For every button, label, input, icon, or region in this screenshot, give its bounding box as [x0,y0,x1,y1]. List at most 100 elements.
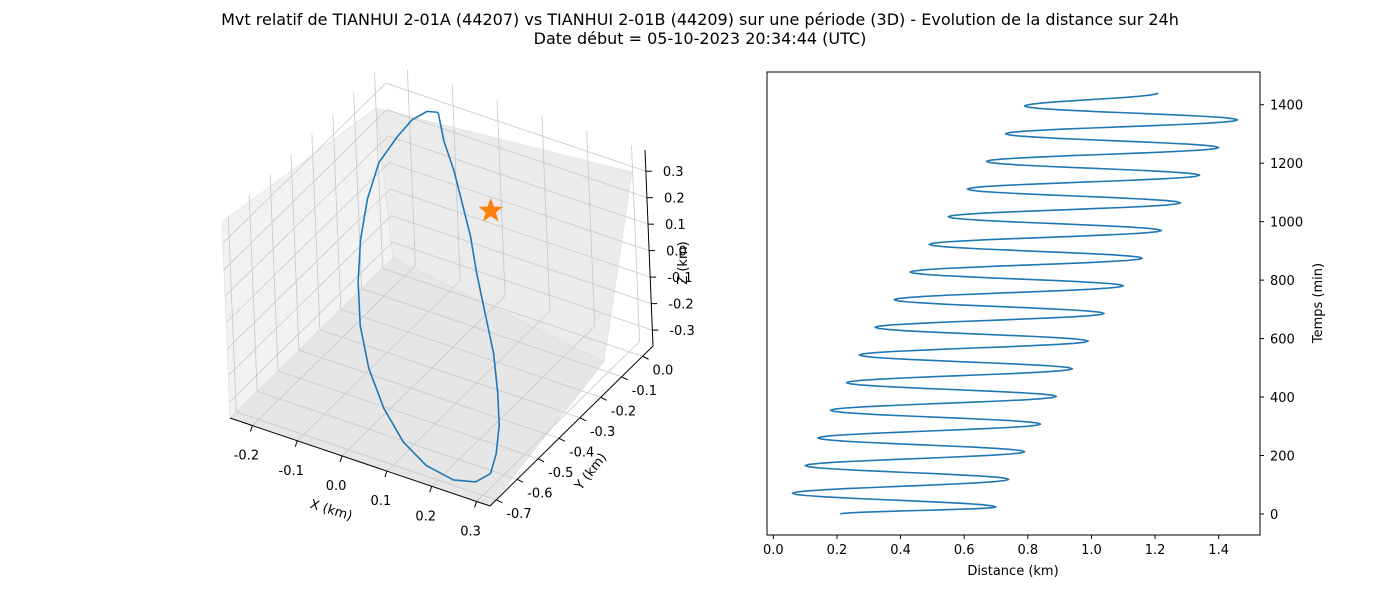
grid-line-y-wall [290,154,300,351]
grid-line-z-back [390,188,651,278]
plot-2d-frame [766,71,1261,536]
x-tick-label-3d: 0.3 [460,524,481,539]
y-tick-3d [516,478,524,483]
chart-subtitle: Date début = 05-10-2023 20:34:44 (UTC) [534,29,867,48]
x-tick-label: 0.6 [954,543,975,558]
grid-line-y-wall [311,133,321,330]
x-axis-label: Distance (km) [967,564,1058,579]
x-tick-3d [339,455,343,463]
grid-line-z-back [391,215,652,305]
x-tick-3d [294,440,298,447]
x-tick-label-3d: 0.2 [415,509,436,524]
y-tick-label: 400 [1270,391,1295,406]
z-tick-label-3d: 0.0 [666,245,687,260]
x-tick-label: 0.4 [890,543,911,558]
x-axis-line-3d [229,417,491,507]
grid-line-y-wall [248,195,258,392]
x-tick-label-3d: -0.2 [234,449,259,464]
grid-line-y-floor [319,329,580,419]
x-tick-label: 1.4 [1208,543,1229,558]
z-tick-label-3d: -0.3 [669,324,694,339]
x-tick-label: 0.8 [1017,543,1038,558]
y-tick-label-3d: -0.6 [527,486,552,501]
grid-line-x-wall [586,130,596,327]
grid-line-y-wall [374,72,383,269]
x-tick-label-3d: 0.0 [326,479,347,494]
grid-line-y-wall [332,113,342,310]
y-tick-label-3d: -0.4 [569,445,594,460]
z-tick-label-3d: -0.2 [668,298,693,313]
plot-2d: 0.0 0.2 0.4 0.6 0.8 1.0 1.2 1.4 0 200 400 600 800 100… [763,71,1326,579]
y-tick-label-3d: -0.1 [632,384,657,399]
distance-line [791,92,1239,515]
x-tick-label-3d: 0.1 [371,494,392,509]
x-axis-label-3d: X (km) [308,497,354,524]
ticks-2d: 0.0 0.2 0.4 0.6 0.8 1.0 1.2 1.4 0 200 400 600 800 100… [763,99,1303,558]
grid-line-y-floor [361,288,622,378]
grid-line-z-left [223,109,388,270]
trajectory-line [357,110,501,483]
y-axis-label: Temps (min) [1311,263,1326,344]
plot-3d: -0.2 -0.1 0.0 0.1 0.2 0.3 -0.7 -0.6 -0.5 -0.4 -0.3… [221,69,695,539]
grid-line-z-left [229,241,393,403]
z-tick-label-3d: 0.2 [664,192,685,207]
grid-line-x-wall [541,115,551,312]
y-tick-3d [621,376,628,381]
grid-3d [222,69,653,502]
y-tick-3d [579,417,587,422]
y-tick-label: 600 [1270,333,1295,348]
y-tick-label-3d: -0.5 [548,466,573,481]
y-tick-label-3d: -0.2 [611,404,636,419]
x-tick-3d [474,501,478,508]
grid-line-z-left [225,162,390,323]
x-tick-label: 0.2 [827,543,848,558]
y-tick-label: 200 [1270,449,1295,464]
z-tick-label-3d: 0.3 [663,165,684,180]
y-tick-3d [642,355,649,360]
grid-line-z-back [388,162,650,252]
y-tick-label: 1200 [1270,157,1303,172]
grid-line-z-left [226,188,391,350]
x-tick-label: 1.2 [1145,543,1166,558]
grid-line-x-wall [496,99,506,296]
grid-line-y-floor [257,390,518,480]
grid-line-z-back [392,241,653,331]
chart-title: Mvt relatif de TIANHUI 2-01A (44207) vs … [221,10,1179,29]
grid-line-y-floor [277,370,539,460]
y-tick-3d [537,458,545,463]
x-tick-3d [429,486,433,493]
grid-line-y-floor [236,411,497,501]
z-axis-line-3d [644,149,654,347]
x-tick-label: 1.0 [1081,543,1102,558]
grid-line-z-back [385,82,646,172]
z-axis-label-3d: Z (km) [676,241,691,284]
star-marker-icon [478,197,504,222]
y-tick-label: 0 [1270,508,1278,523]
z-tick-label-3d: -0.1 [667,271,692,286]
grid-line-z-back [386,109,648,199]
x-tick-3d [249,425,253,432]
grid-line-y-floor [340,308,601,398]
ticks-3d: -0.2 -0.1 0.0 0.1 0.2 0.3 -0.7 -0.6 -0.5 -0.4 -0.3… [234,165,695,539]
grid-line-y-wall [227,215,237,412]
y-tick-label-3d: 0.0 [653,363,674,378]
grid-line-y-floor [298,349,560,439]
grid-line-x-wall [407,69,416,266]
x-tick-3d [384,470,388,478]
y-tick-3d [600,396,607,401]
grid-line-z-left [222,82,387,244]
z-tick-label-3d: 0.1 [665,218,686,233]
grid-line-z-left [227,215,392,376]
grid-line-z-back [387,135,649,225]
y-tick-label: 1000 [1270,216,1303,231]
y-tick-3d [558,437,566,442]
grid-line-x-wall [631,145,640,342]
y-tick-3d [496,499,503,504]
grid-line-y-floor [382,267,643,357]
y-tick-label: 1400 [1270,99,1303,114]
y-tick-label: 800 [1270,274,1295,289]
x-tick-label-3d: -0.1 [279,464,304,479]
x-tick-label: 0.0 [763,543,784,558]
y-tick-label-3d: -0.3 [590,425,615,440]
